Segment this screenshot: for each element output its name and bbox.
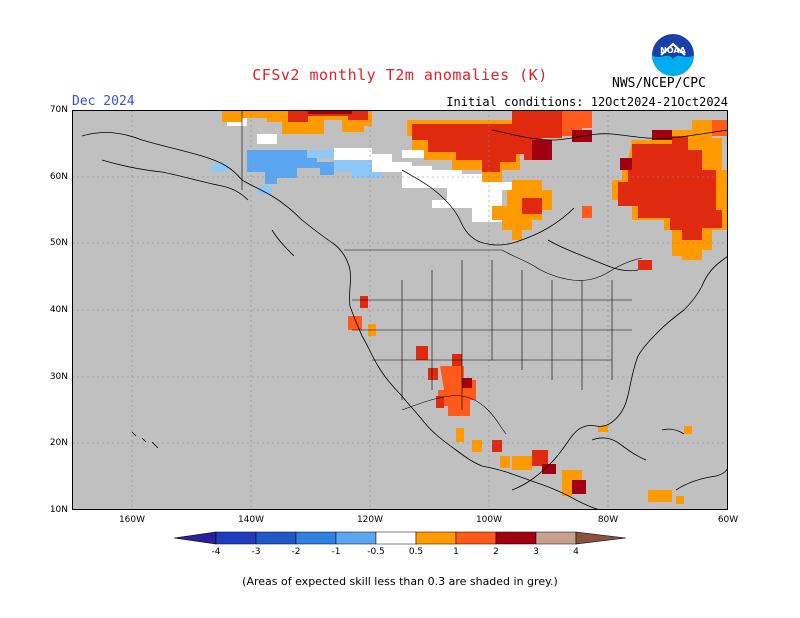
initial-conditions: Initial conditions: 12Oct2024-21Oct2024 (446, 95, 728, 109)
colorbar-label: -2 (291, 547, 301, 557)
colorbar-label: -4 (211, 547, 221, 557)
political-borders (241, 110, 643, 435)
colorbar-label: 0.5 (408, 547, 424, 557)
lat-label: 30N (49, 372, 68, 382)
colorbar-label: 2 (493, 547, 499, 557)
lat-label: 70N (49, 105, 68, 115)
colorbar-label: -0.5 (367, 547, 385, 557)
colorbar-label: 3 (533, 547, 539, 557)
noaa-logo: NOAA (651, 33, 695, 81)
lon-label: 160W (118, 515, 146, 525)
colorbar-label: -1 (331, 547, 341, 557)
colorbar-label: -3 (251, 547, 261, 557)
skill-footnote: (Areas of expected skill less than 0.3 a… (242, 575, 558, 588)
colorbar (170, 530, 630, 550)
noaa-logo-text: NOAA (660, 46, 686, 55)
lat-label: 40N (49, 305, 68, 315)
lon-label: 60W (717, 515, 739, 525)
lon-label: 120W (356, 515, 384, 525)
lat-label: 50N (49, 238, 68, 248)
lon-label: 100W (475, 515, 503, 525)
lat-label: 20N (49, 438, 68, 448)
map-frame (72, 110, 728, 510)
colorbar-low-arrow (173, 531, 217, 545)
agency-label: NWS/NCEP/CPC (612, 76, 706, 91)
chart-title: CFSv2 monthly T2m anomalies (K) (252, 66, 548, 84)
colorbar-high-arrow (575, 531, 627, 545)
lat-label: 60N (49, 172, 68, 182)
valid-month: Dec 2024 (72, 94, 135, 109)
anomaly-map (72, 110, 728, 510)
warm-anomaly-cells (222, 110, 728, 504)
lon-label: 140W (237, 515, 265, 525)
lon-label: 80W (597, 515, 619, 525)
lat-label: 10N (49, 505, 68, 515)
colorbar-label: 4 (573, 547, 579, 557)
colorbar-label: 1 (453, 547, 459, 557)
